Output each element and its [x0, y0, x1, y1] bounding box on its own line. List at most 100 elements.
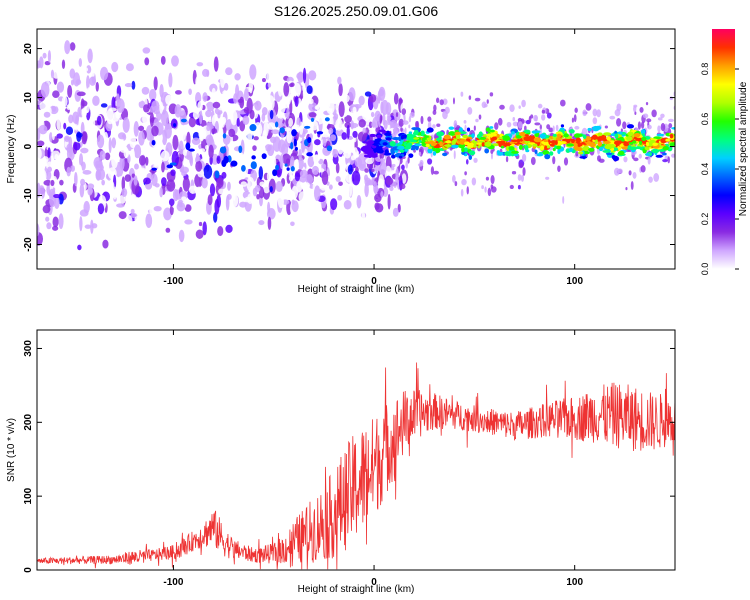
spectrogram-haze-blob	[433, 170, 439, 175]
spectrogram-haze-blob	[409, 112, 415, 118]
spectrogram-noise-blob	[306, 85, 313, 95]
spectrogram-spot	[316, 131, 324, 135]
spectrogram-noise-blob	[181, 171, 187, 177]
spectrogram-signal-blob	[425, 143, 430, 147]
spectrogram-signal-blob	[385, 137, 392, 141]
spectrogram-noise-blob	[56, 133, 63, 139]
spectrogram-haze-blob	[464, 171, 467, 176]
spectrogram-noise-blob	[101, 179, 105, 186]
spectrogram-haze-blob	[379, 114, 383, 124]
spectrogram-noise-blob	[347, 164, 353, 175]
spectrogram-noise-blob	[350, 120, 354, 130]
spectrogram-haze-blob	[453, 150, 456, 160]
spectrogram-noise-blob	[343, 94, 350, 103]
spectrogram-noise-blob	[117, 132, 126, 140]
snr-x-tick-label: 100	[566, 577, 583, 588]
spectrogram-noise-blob	[58, 213, 64, 230]
spectrogram-noise-blob	[125, 214, 133, 229]
spectrogram-noise-blob	[221, 171, 227, 179]
spectrogram-noise-blob	[65, 126, 74, 136]
spectrogram-spot	[238, 145, 243, 154]
spectrogram-noise-blob	[228, 174, 232, 183]
spectrogram-noise-blob	[221, 116, 227, 125]
spectrogram-noise-blob	[269, 186, 273, 193]
spectrogram-noise-blob	[138, 217, 143, 231]
spectrogram-haze-blob	[633, 157, 639, 162]
spectrogram-haze-blob	[389, 186, 394, 192]
spectrogram-noise-blob	[82, 131, 88, 142]
spectrogram-noise-blob	[37, 60, 41, 68]
spectrogram-noise-blob	[161, 177, 167, 186]
spectrogram-haze-blob	[557, 165, 561, 172]
spectrogram-noise-blob	[188, 116, 197, 128]
spectrogram-noise-blob	[240, 181, 248, 187]
spectrogram-signal-blob	[463, 147, 468, 153]
spectrogram-signal-blob	[627, 131, 634, 137]
spectrogram-haze-blob	[407, 156, 410, 164]
spectrogram-noise-blob	[59, 110, 68, 119]
spectrogram-noise-blob	[76, 91, 86, 97]
spectrogram-noise-blob	[330, 198, 338, 211]
spectrogram-signal-blob	[471, 133, 475, 138]
spectrogram-noise-blob	[294, 95, 299, 108]
spectrogram-haze-blob	[363, 132, 368, 137]
spectrogram-noise-blob	[81, 100, 88, 107]
spectrogram-haze-blob	[669, 96, 673, 101]
spectrogram-noise-blob	[351, 170, 361, 186]
snr-frame	[36, 329, 676, 571]
spectrogram-noise-blob	[266, 68, 272, 84]
spectrogram-haze-blob	[379, 151, 382, 159]
spectrogram-noise-blob	[132, 73, 137, 79]
spectrogram-noise-blob	[325, 81, 335, 89]
spectrogram-haze-blob	[373, 159, 376, 168]
spectrogram-noise-blob	[141, 86, 150, 95]
spectrogram-signal-blob	[389, 140, 396, 147]
spectrogram-signal-blob	[552, 133, 557, 137]
spectrogram-noise-blob	[93, 211, 100, 223]
spectrogram-spot	[219, 146, 227, 154]
spectrogram-noise-blob	[161, 110, 169, 127]
spectrogram-signal-blob	[468, 154, 473, 160]
spectrogram-signal-blob	[633, 136, 637, 140]
spectrogram-haze-blob	[427, 158, 433, 165]
spectrogram-noise-blob	[153, 150, 163, 155]
snr-y-label: SNR (10 * v/v)	[6, 418, 17, 482]
spectrogram-noise-blob	[130, 208, 135, 214]
spectrogram-signal-blob	[484, 141, 492, 147]
spectrogram-noise-blob	[267, 122, 276, 130]
spectrogram-signal-blob	[509, 141, 515, 145]
spectrogram-noise-blob	[320, 131, 330, 138]
spectrogram-blobs	[37, 39, 675, 251]
spectrogram-signal-blob	[640, 129, 646, 135]
spectrogram-noise-blob	[56, 81, 65, 93]
spectrogram-noise-blob	[365, 110, 372, 126]
spectrogram-noise-blob	[321, 170, 329, 186]
spectrogram-haze-blob	[463, 120, 467, 124]
spectrogram-signal-blob	[435, 147, 441, 153]
spectrogram-noise-blob	[138, 84, 144, 89]
spectrogram-haze-blob	[657, 117, 663, 121]
spectrogram-noise-blob	[80, 161, 86, 171]
spectrogram-haze-blob	[546, 124, 551, 130]
spectrogram-signal-blob	[454, 131, 462, 135]
spectrogram-spot	[279, 127, 285, 134]
spectrogram-haze-blob	[489, 92, 494, 97]
spectrogram-haze-blob	[628, 170, 632, 176]
spectrogram-noise-blob	[137, 200, 144, 213]
spectrogram-noise-blob	[269, 109, 274, 120]
spectrogram-frame	[36, 28, 676, 270]
spectrogram-noise-blob	[122, 117, 130, 133]
spectrogram-haze-blob	[452, 97, 455, 105]
spectrogram-signal-blob	[585, 141, 592, 145]
spectrogram-signal-blob	[639, 140, 643, 145]
spectrogram-noise-blob	[52, 225, 59, 231]
spectrogram-signal-blob	[598, 146, 604, 152]
spectrogram-noise-blob	[179, 125, 187, 141]
spectrogram-signal-blob	[406, 142, 413, 147]
spectrogram-noise-blob	[259, 181, 265, 187]
spectrogram-haze-blob	[592, 117, 598, 125]
spectrogram-signal-blob	[508, 146, 515, 151]
spectrogram-noise-blob	[286, 107, 290, 120]
spectrogram-haze-blob	[574, 107, 578, 113]
spectrogram-haze-blob	[632, 171, 637, 179]
